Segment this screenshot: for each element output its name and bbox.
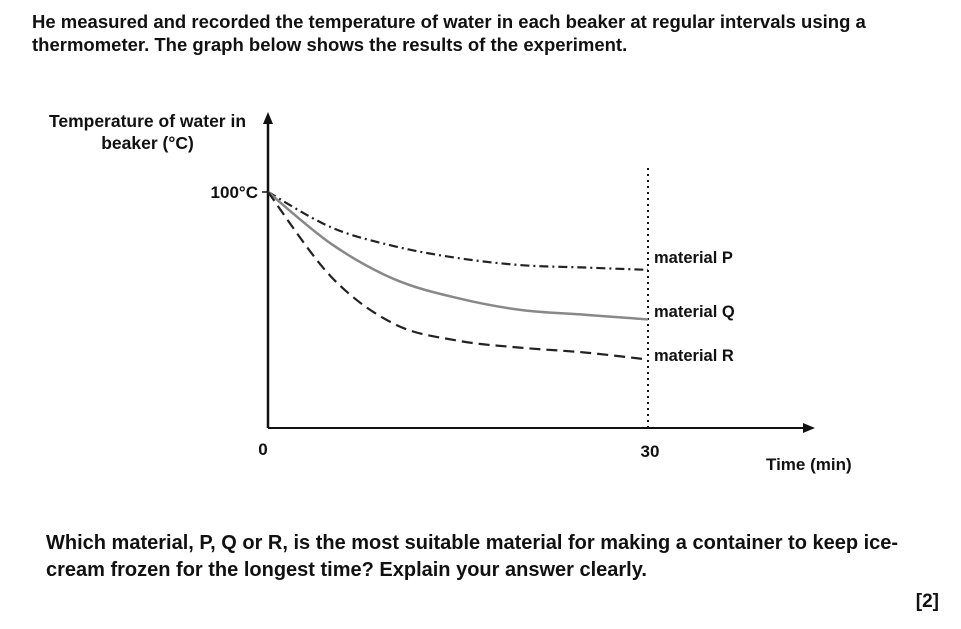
series-label-p: material P [654,249,733,267]
marks-label: [2] [915,591,939,612]
x-tick-label-0: 0 [258,440,267,459]
x-axis-arrow [803,423,815,433]
y-axis-arrow [263,112,273,124]
series-line-material-r [267,191,649,361]
y-axis-label: Temperature of water in beaker (°C) [48,111,247,153]
x-tick-label-30: 30 [641,442,660,461]
x-axis-label: Time (min) [766,455,852,474]
series-line-material-p [267,191,649,271]
series-line-material-q [267,191,649,321]
series-label-r: material R [654,347,734,365]
series-label-q: material Q [654,303,735,321]
y-tick-label-100: 100°C [211,183,258,202]
question-text: Which material, P, Q or R, is the most s… [46,532,899,581]
intro-text: He measured and recorded the temperature… [32,11,866,55]
